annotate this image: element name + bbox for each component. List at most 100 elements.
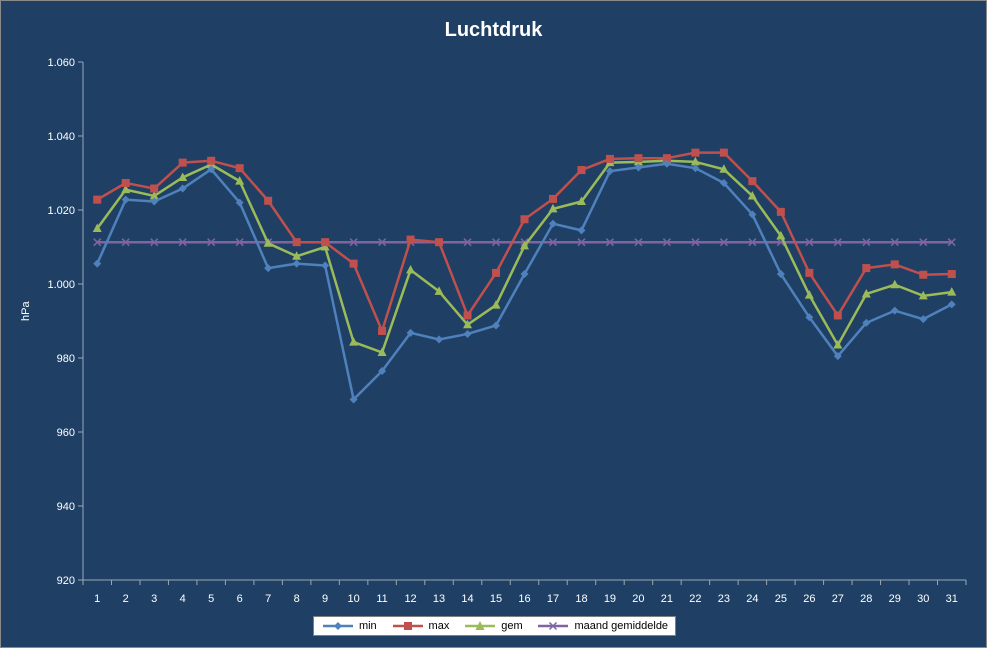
x-tick-label: 13 [433, 593, 445, 605]
data-point-maand-gemiddelde [662, 238, 671, 247]
data-point-maand-gemiddelde [947, 238, 956, 247]
data-point-gem [434, 286, 444, 295]
data-point-max [378, 326, 387, 335]
x-tick-label: 21 [661, 593, 673, 605]
x-tick-label: 15 [490, 593, 502, 605]
legend-entry-gem: gem [463, 620, 523, 632]
data-point-min [776, 270, 785, 279]
data-point-min [605, 167, 614, 176]
y-tick-label: 1.020 [47, 205, 75, 217]
legend: min max gem maand gemiddelde [313, 616, 676, 636]
x-tick-label: 19 [604, 593, 616, 605]
y-tick-label: 940 [57, 501, 75, 513]
legend-swatch-min [322, 622, 353, 630]
data-point-gem [406, 264, 416, 274]
data-point-maand-gemiddelde [378, 238, 387, 247]
data-point-min [662, 159, 671, 168]
data-point-max [776, 207, 785, 216]
data-point-max [492, 268, 501, 277]
data-point-gem [92, 223, 102, 232]
y-tick-label: 1.040 [47, 131, 75, 143]
data-point-min [947, 300, 956, 309]
data-point-min [492, 321, 501, 330]
data-point-min [178, 184, 187, 193]
data-point-gem [776, 230, 786, 240]
x-tick-label: 5 [208, 593, 214, 605]
data-point-gem [149, 190, 159, 200]
y-tick-label: 1.000 [47, 279, 75, 291]
data-point-gem [320, 242, 330, 251]
data-point-gem [947, 287, 957, 296]
y-tick-label: 960 [57, 427, 75, 439]
x-tick-label: 24 [746, 593, 758, 605]
legend-swatch-maand-gemiddelde [538, 621, 569, 631]
legend-label-maand-gemiddelde: maand gemiddelde [574, 620, 669, 632]
data-point-max [292, 238, 301, 247]
data-point-gem [121, 184, 131, 194]
data-point-maand-gemiddelde [605, 238, 614, 247]
x-tick-label: 25 [775, 593, 787, 605]
data-point-maand-gemiddelde [691, 238, 700, 247]
data-point-min [435, 335, 444, 344]
data-point-min [150, 197, 159, 206]
x-tick-label: 6 [237, 593, 243, 605]
data-point-max [605, 154, 614, 163]
data-point-gem [491, 300, 501, 309]
data-point-maand-gemiddelde [919, 238, 928, 247]
data-point-gem [747, 190, 757, 200]
x-tick-label: 22 [689, 593, 701, 605]
data-point-maand-gemiddelde [93, 238, 102, 247]
x-tick-label: 18 [575, 593, 587, 605]
data-point-min [349, 395, 358, 404]
data-point-min [321, 261, 330, 270]
data-point-maand-gemiddelde [634, 238, 643, 247]
data-point-gem [520, 240, 529, 250]
data-point-gem [918, 290, 928, 300]
data-point-max [719, 148, 728, 157]
data-point-gem [690, 156, 700, 166]
data-point-gem [463, 319, 473, 329]
data-point-min [406, 328, 415, 337]
data-point-gem [235, 176, 245, 185]
data-point-min [378, 366, 387, 375]
x-tick-label: 9 [322, 593, 328, 605]
data-point-max [691, 148, 700, 157]
x-tick-label: 23 [718, 593, 730, 605]
chart-title: Luchtdruk [444, 19, 543, 41]
data-point-max [947, 270, 956, 279]
data-point-max [577, 166, 586, 175]
x-tick-label: 30 [917, 593, 929, 605]
data-point-min [833, 352, 842, 361]
data-point-min [691, 164, 700, 173]
data-point-gem [576, 196, 586, 205]
data-point-min [548, 219, 557, 228]
data-point-max [121, 178, 130, 187]
data-point-max [463, 311, 472, 320]
data-point-maand-gemiddelde [548, 238, 558, 247]
data-point-maand-gemiddelde [890, 238, 899, 247]
data-point-max [919, 270, 928, 279]
data-point-max [435, 238, 444, 247]
series-line-gem [96, 159, 952, 354]
data-point-gem [833, 340, 843, 349]
data-point-gem [377, 347, 387, 356]
data-point-min [719, 178, 728, 187]
data-point-max [321, 238, 330, 247]
data-point-gem [263, 238, 273, 247]
data-point-max [207, 156, 216, 165]
data-point-min [463, 329, 472, 338]
data-point-min [890, 306, 899, 315]
data-point-max [833, 311, 842, 320]
data-point-min [121, 195, 130, 204]
data-point-min [292, 259, 301, 268]
legend-label-max: max [428, 620, 450, 632]
data-point-max [805, 268, 814, 277]
data-point-gem [178, 172, 188, 181]
y-tick-label: 920 [57, 575, 75, 587]
x-tick-label: 14 [461, 593, 473, 605]
data-point-max [890, 260, 899, 269]
data-point-maand-gemiddelde [719, 238, 728, 247]
data-point-maand-gemiddelde [805, 238, 814, 247]
